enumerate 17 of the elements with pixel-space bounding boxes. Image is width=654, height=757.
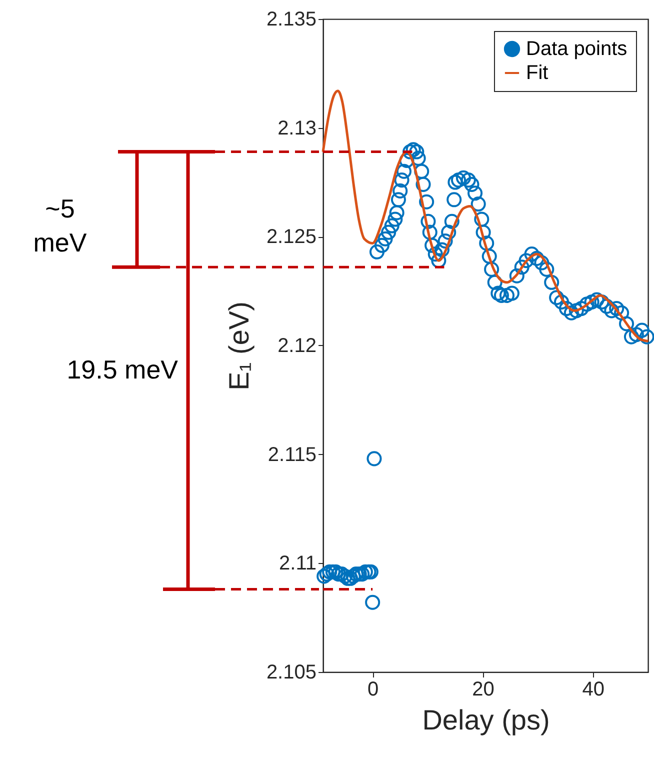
y-tick-label: 2.115 [268, 444, 316, 466]
x-tick-label: 0 [368, 678, 379, 700]
y-tick-label: 2.11 [279, 552, 316, 575]
legend-label: Data points [526, 38, 628, 60]
text: 19.5 meV [66, 354, 179, 385]
x-axis-title: Delay (ps) [422, 704, 550, 736]
x-tick-label: 40 [582, 678, 605, 700]
y-tick-label: 2.135 [266, 8, 316, 30]
x-tick-label: 20 [472, 678, 494, 700]
y-tick-label: 2.12 [278, 335, 316, 357]
y-axis-title: E₁ (eV) [223, 302, 254, 390]
text: ~5 meV [33, 193, 88, 258]
y-tick-label: 2.105 [266, 662, 316, 684]
y-tick-label: 2.125 [266, 226, 316, 248]
y-tick-label: 2.13 [278, 117, 316, 140]
line-series [322, 90, 650, 342]
legend-label: Fit [526, 62, 549, 84]
